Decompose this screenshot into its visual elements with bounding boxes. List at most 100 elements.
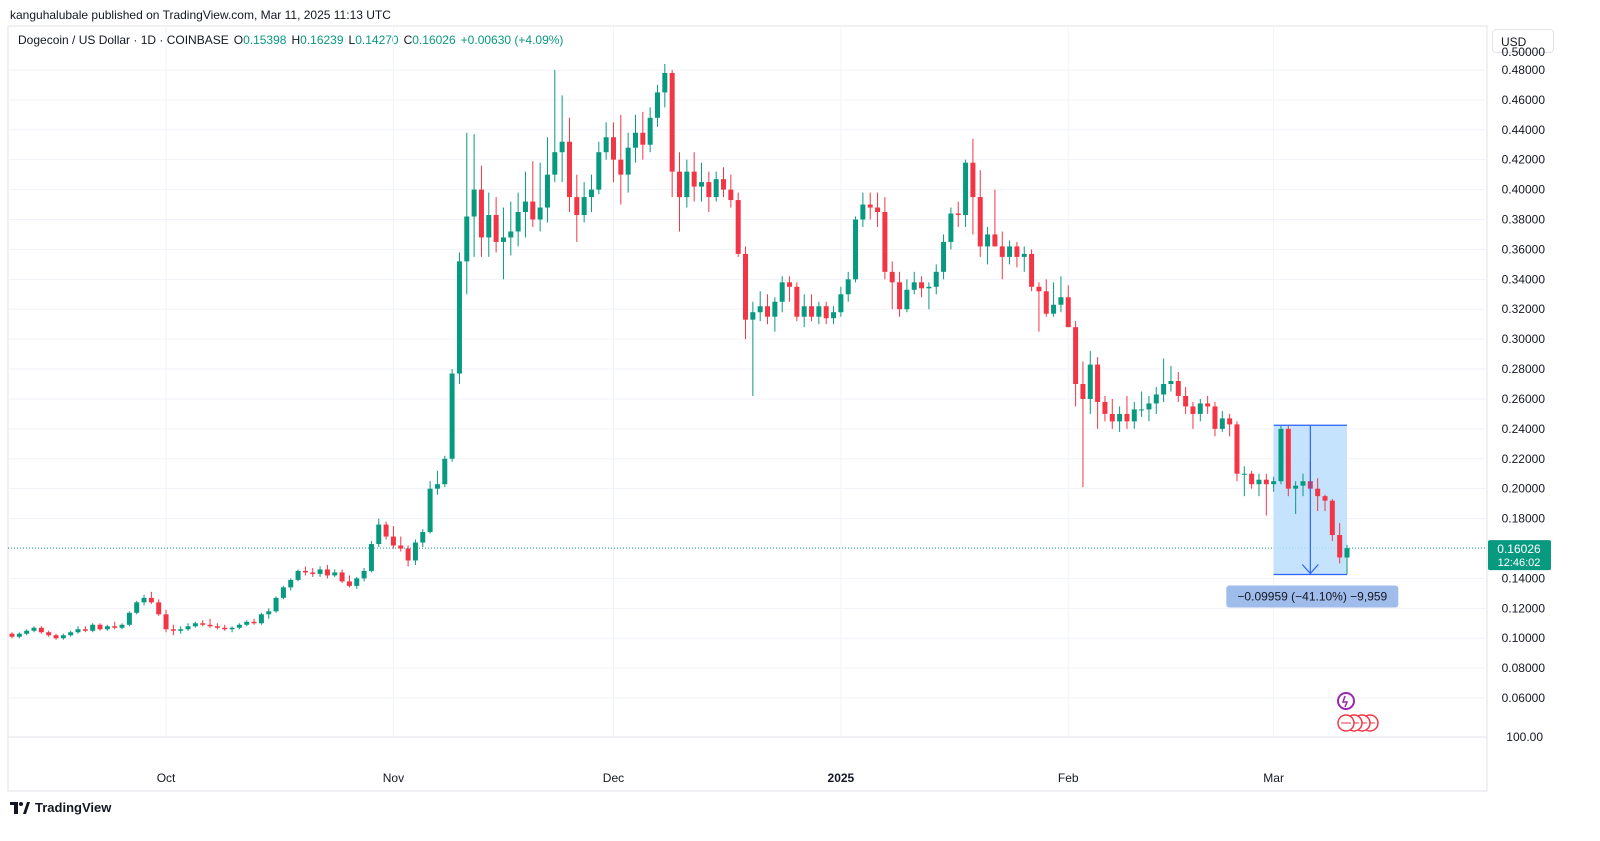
currency-selector[interactable]: USD [1492, 29, 1554, 53]
candle-body [1168, 381, 1174, 384]
candle-body [82, 629, 88, 631]
candle-body [434, 484, 440, 489]
y-tick-label: 0.44000 [1502, 123, 1546, 137]
last-price-value: 0.16026 [1497, 542, 1541, 556]
candle-body [1007, 246, 1013, 257]
candle-body [1021, 253, 1027, 257]
candle-body [339, 572, 345, 582]
symbol-name[interactable]: Dogecoin / US Dollar · 1D · COINBASE [18, 33, 229, 47]
candle-body [1329, 500, 1335, 536]
x-tick-label: 2025 [828, 771, 855, 785]
candle-body [24, 630, 30, 634]
candle-body [38, 627, 44, 633]
candle-body [1175, 381, 1181, 396]
candle-body [214, 626, 220, 628]
candle-body [442, 458, 448, 485]
candle-body [244, 621, 250, 625]
candle-body [1087, 364, 1093, 399]
candle-body [141, 597, 147, 603]
candle-body [500, 237, 506, 242]
candle-body [669, 72, 675, 172]
candle-body [831, 312, 837, 319]
candle-body [588, 189, 594, 198]
candle-body [1205, 403, 1211, 407]
candle-body [310, 572, 316, 574]
candle-body [853, 219, 859, 280]
y-tick-label: 0.08000 [1502, 661, 1546, 675]
high-value: 0.16239 [300, 33, 344, 47]
candle-body [809, 306, 815, 317]
measure-arrow-head [1301, 564, 1319, 575]
candle-body [955, 213, 961, 216]
candle-body [699, 182, 705, 187]
candle-body [200, 623, 206, 625]
candle-body [919, 282, 925, 289]
candle-body [354, 578, 360, 586]
tradingview-brand[interactable]: TradingView [10, 800, 111, 815]
candle-body [765, 306, 771, 317]
candle-body [420, 532, 426, 543]
y-tick-label: 0.26000 [1502, 392, 1546, 406]
candle-body [222, 627, 228, 630]
candle-body [1344, 548, 1350, 558]
candle-body [889, 271, 895, 283]
candle-body [383, 524, 389, 537]
candle-body [398, 545, 404, 549]
candle-body [838, 294, 844, 313]
candle-body [897, 282, 903, 310]
candle-body [368, 544, 374, 571]
y-tick-label: 0.46000 [1502, 93, 1546, 107]
candle-body [552, 152, 558, 175]
y-tick-label: 0.38000 [1502, 213, 1546, 227]
candle-body [324, 569, 330, 576]
candle-body [574, 197, 580, 216]
event-icon[interactable] [1337, 692, 1355, 710]
candle-body [229, 627, 235, 630]
publisher-line: kanguhalubale published on TradingView.c… [10, 8, 391, 22]
change-value: +0.00630 (+4.09%) [460, 33, 564, 47]
candle-body [170, 629, 176, 631]
candle-body [794, 286, 800, 317]
low-value: 0.14270 [355, 33, 399, 47]
candle-body [508, 231, 514, 238]
candle-body [46, 632, 52, 636]
candle-body [1256, 479, 1262, 485]
y-tick-label: 0.12000 [1502, 601, 1546, 615]
candle-body [1051, 304, 1057, 314]
candle-body [1036, 286, 1042, 292]
candle-body [53, 635, 59, 639]
y-tick-label-top: 0.50000 [1502, 45, 1546, 59]
candle-body [772, 301, 778, 317]
x-tick-label: Mar [1263, 771, 1284, 785]
x-tick-label: Oct [157, 771, 176, 785]
candle-body [266, 611, 272, 615]
candle-body [273, 597, 279, 612]
candle-body [90, 624, 96, 631]
y-tick-label: 0.48000 [1502, 63, 1546, 77]
candle-body [757, 306, 763, 313]
candle-body [1219, 418, 1225, 429]
candle-body [1043, 291, 1049, 314]
measure-label-box [1226, 585, 1399, 608]
candle-body [779, 282, 785, 302]
candle-body [1227, 418, 1233, 425]
candle-body [31, 627, 37, 631]
candle-body [750, 312, 756, 320]
candle-body [1322, 496, 1328, 501]
candle-body [126, 612, 132, 625]
candle-body [992, 234, 998, 247]
candle-body [1212, 406, 1218, 429]
candle-body [1249, 473, 1255, 485]
candle-body [530, 201, 536, 220]
candle-body [728, 189, 734, 201]
candle-body [185, 626, 191, 630]
candle-body [721, 179, 727, 190]
candle-body [816, 306, 822, 317]
candle-body [610, 137, 616, 160]
y-tick-label: 0.30000 [1502, 332, 1546, 346]
candle-body [867, 204, 873, 208]
open-label: O [233, 33, 244, 47]
event-bolt-icon [1341, 695, 1349, 708]
candle-body [207, 624, 213, 627]
